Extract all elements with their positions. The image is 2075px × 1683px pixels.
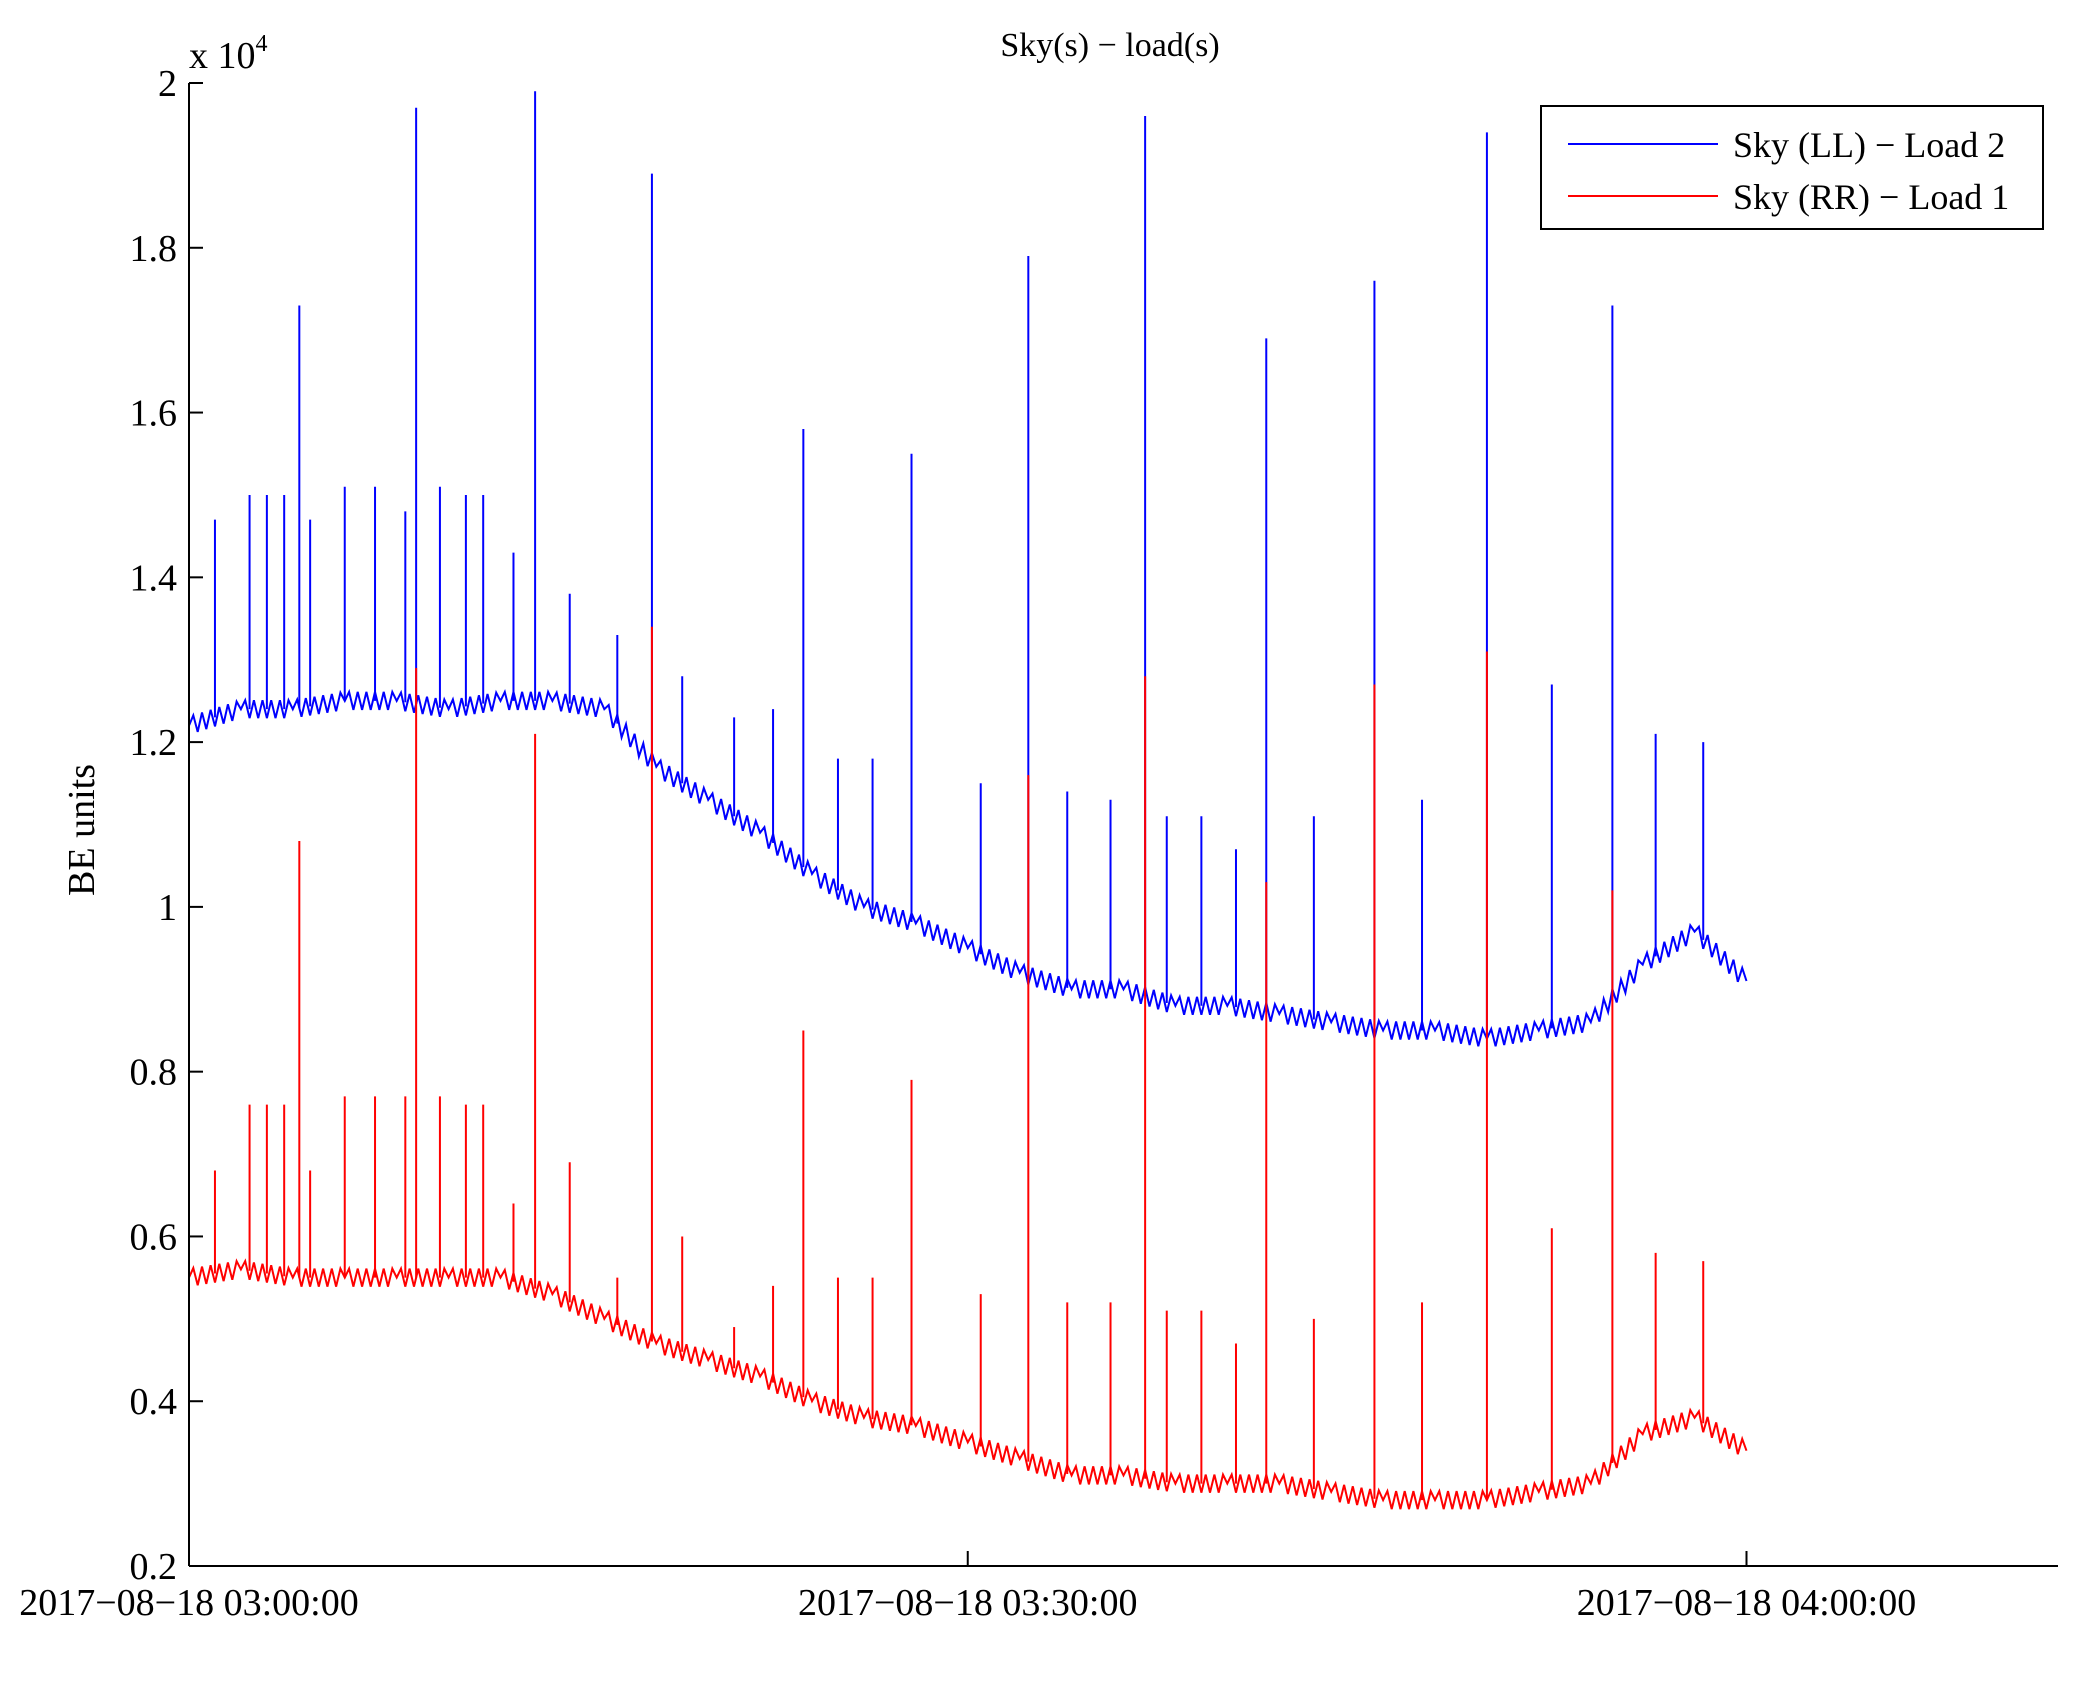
y-tick-label: 1.2: [130, 722, 178, 764]
chart-title: Sky(s) − load(s): [1000, 27, 1219, 64]
legend-box: [1540, 105, 2044, 230]
y-tick-label: 0.4: [130, 1381, 178, 1423]
legend-label-rr: Sky (RR) − Load 1: [1733, 177, 2009, 217]
x-tick-label: 2017−08−18 03:00:00: [19, 1582, 358, 1624]
series-line-1: [188, 1258, 1748, 1510]
y-tick-label: 1: [158, 887, 177, 929]
x-tick-label: 2017−08−18 03:30:00: [798, 1582, 1137, 1624]
x-ticks: 2017−08−18 03:00:00 2017−08−18 03:30:00 20…: [19, 1551, 1916, 1624]
y-exponent-power: 4: [256, 31, 268, 57]
y-tick-label: 1.6: [130, 393, 178, 435]
y-ticks: 0.2 0.4 0.6 0.8 1 1.2 1.4 1.6 1.8 2: [130, 63, 203, 1588]
y-axis-label: BE units: [61, 764, 103, 896]
legend-label-ll: Sky (LL) − Load 2: [1733, 125, 2005, 165]
x-tick-label: 2017−08−18 04:00:00: [1577, 1582, 1916, 1624]
y-exponent-label: x 104: [189, 31, 268, 77]
y-exponent-base: x 10: [189, 35, 256, 77]
y-tick-label: 1.4: [130, 557, 178, 599]
y-tick-label: 0.2: [130, 1546, 178, 1588]
y-tick-label: 1.8: [130, 228, 178, 270]
y-tick-label: 0.8: [130, 1052, 178, 1094]
y-tick-label: 0.6: [130, 1216, 178, 1258]
series-line-0: [188, 688, 1748, 1047]
y-tick-label: 2: [158, 63, 177, 105]
legend: Sky (LL) − Load 2 Sky (RR) − Load 1: [1540, 105, 2044, 230]
series-layer: [188, 91, 1748, 1510]
